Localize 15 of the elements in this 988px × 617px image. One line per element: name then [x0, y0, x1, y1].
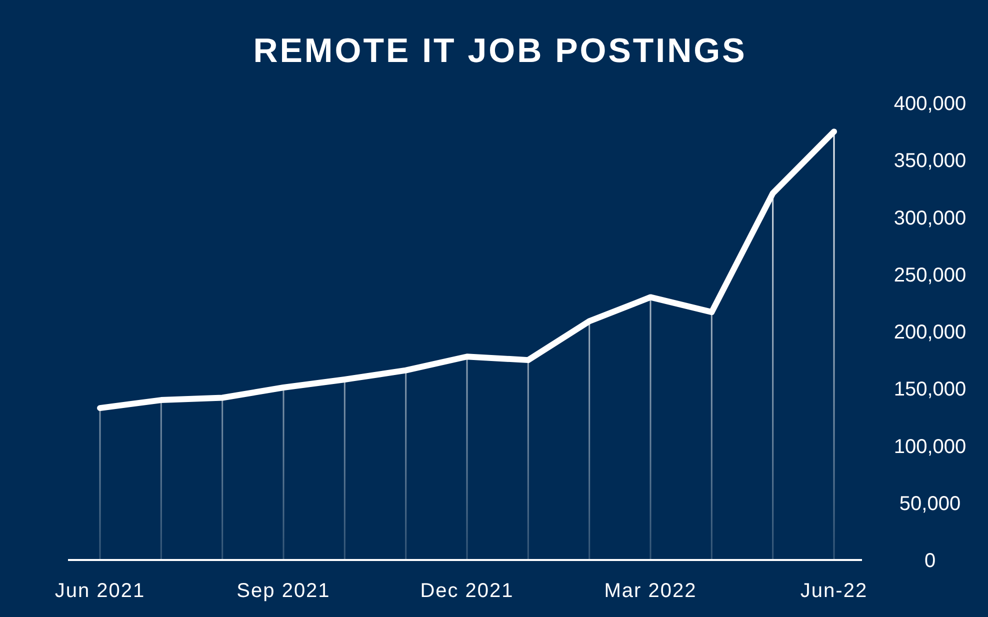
y-tick-label: 300,000 [894, 207, 966, 230]
chart-title: REMOTE IT JOB POSTINGS [253, 32, 747, 70]
x-tick-label: Sep 2021 [236, 580, 330, 602]
x-tick-label: Jun 2021 [54, 580, 146, 602]
y-tick-label: 0 [924, 550, 936, 572]
y-tick-label: 400,000 [894, 93, 966, 115]
x-tick-label: Mar 2022 [604, 580, 697, 602]
y-tick-label: 100,000 [894, 436, 966, 458]
x-tick-label: Jun-22 [800, 580, 868, 602]
x-tick-label: Dec 2021 [420, 580, 514, 602]
y-tick-label: 200,000 [894, 322, 966, 344]
y-tick-label: 50,000 [899, 492, 961, 515]
y-tick-label: 250,000 [894, 264, 966, 286]
y-tick-label: 350,000 [894, 150, 966, 172]
y-tick-label: 150,000 [894, 378, 966, 401]
